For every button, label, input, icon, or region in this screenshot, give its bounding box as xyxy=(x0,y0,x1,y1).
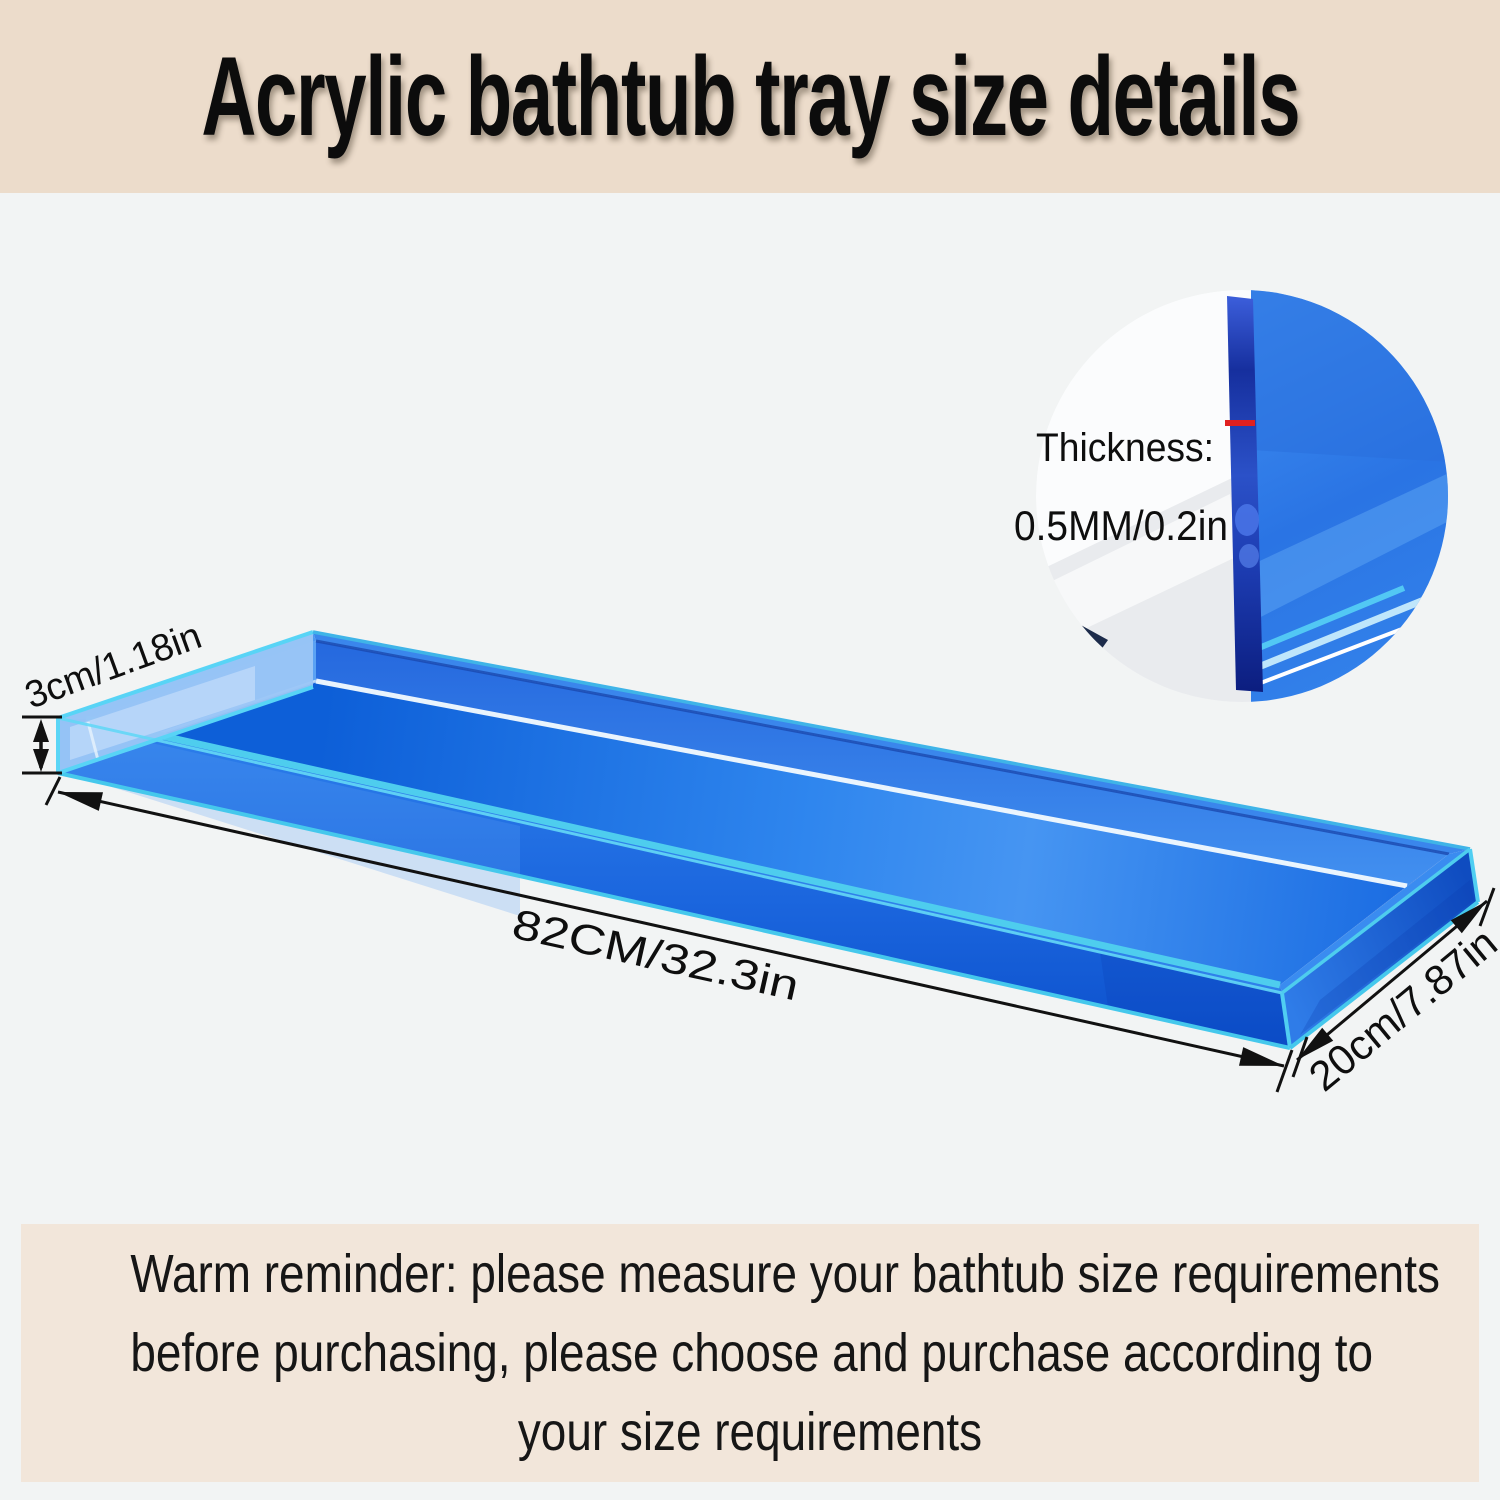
thickness-marker-red-line xyxy=(1225,420,1255,426)
depth-line xyxy=(1296,899,1488,1062)
table-surface-highlight xyxy=(1036,494,1238,655)
left-cap-interior-glow xyxy=(70,666,255,760)
reminder-line-1: Warm reminder: please measure your batht… xyxy=(130,1243,1440,1304)
tray-interior-floor xyxy=(158,681,1407,985)
floor-back-highlight xyxy=(315,678,1408,889)
edge-strip-glint xyxy=(1235,504,1259,536)
tray-front-face-sheen xyxy=(58,722,520,916)
thickness-inset: Thickness: 0.5MM/0.2in xyxy=(1014,290,1448,702)
acrylic-panel-streak xyxy=(1252,585,1406,653)
edge-back-top xyxy=(312,630,1471,851)
edge-right-top xyxy=(1280,847,1472,995)
reminder-line-3: your size requirements xyxy=(517,1401,983,1462)
acrylic-panel-streak xyxy=(1254,596,1426,672)
back-rim-inner-edge xyxy=(315,639,1450,856)
acrylic-panel-lightband xyxy=(1251,472,1448,622)
edge-left-top xyxy=(57,630,314,720)
edge-front-bottom xyxy=(57,771,1291,1050)
left-cap-tint xyxy=(58,632,313,773)
height-arrowhead-up xyxy=(33,719,49,742)
reminder-line-2: before purchasing, please choose and pur… xyxy=(130,1322,1374,1383)
length-line xyxy=(57,790,1285,1068)
acrylic-tray xyxy=(56,630,1480,1050)
acrylic-panel-shade xyxy=(1251,290,1448,462)
edge-left-cap-bottom xyxy=(57,685,314,775)
edge-strip-glint xyxy=(1239,544,1259,568)
inset-label: Thickness: xyxy=(1036,426,1214,470)
edge-front-right xyxy=(1280,992,1292,1049)
header-banner: Acrylic bathtub tray size details xyxy=(0,0,1500,193)
depth-slash-near xyxy=(1291,1036,1309,1078)
footer-banner: Warm reminder: please measure your batht… xyxy=(21,1224,1479,1482)
tray-right-end-face xyxy=(1282,849,1478,1048)
tray-back-inner-wall xyxy=(316,641,1449,886)
depth-arrowhead-near xyxy=(1297,1027,1334,1060)
page-title-text: Acrylic bathtub tray size details xyxy=(201,34,1300,159)
length-slash-left xyxy=(44,776,62,806)
depth-slash-far xyxy=(1478,887,1496,927)
front-rim-inner-edge xyxy=(85,715,1281,989)
edge-front-top xyxy=(57,716,1283,995)
length-arrowhead-right xyxy=(1239,1047,1284,1066)
edge-right-back xyxy=(1468,848,1480,903)
tray-right-end-shade xyxy=(1300,880,1474,1035)
length-arrowhead-left xyxy=(58,792,103,811)
depth-arrowhead-far xyxy=(1450,901,1487,934)
tray-front-face-shade xyxy=(1100,952,1290,1048)
height-arrowhead-down xyxy=(33,749,49,772)
edge-right-bottom xyxy=(1288,900,1480,1050)
acrylic-edge-strip xyxy=(1227,296,1263,692)
length-slash-right xyxy=(1275,1049,1294,1093)
page-title: Acrylic bathtub tray size details xyxy=(0,32,1500,161)
inset-value: 0.5MM/0.2in xyxy=(1014,502,1228,549)
left-cap-inner-corner xyxy=(86,721,100,761)
tray-front-face xyxy=(58,718,1290,1048)
